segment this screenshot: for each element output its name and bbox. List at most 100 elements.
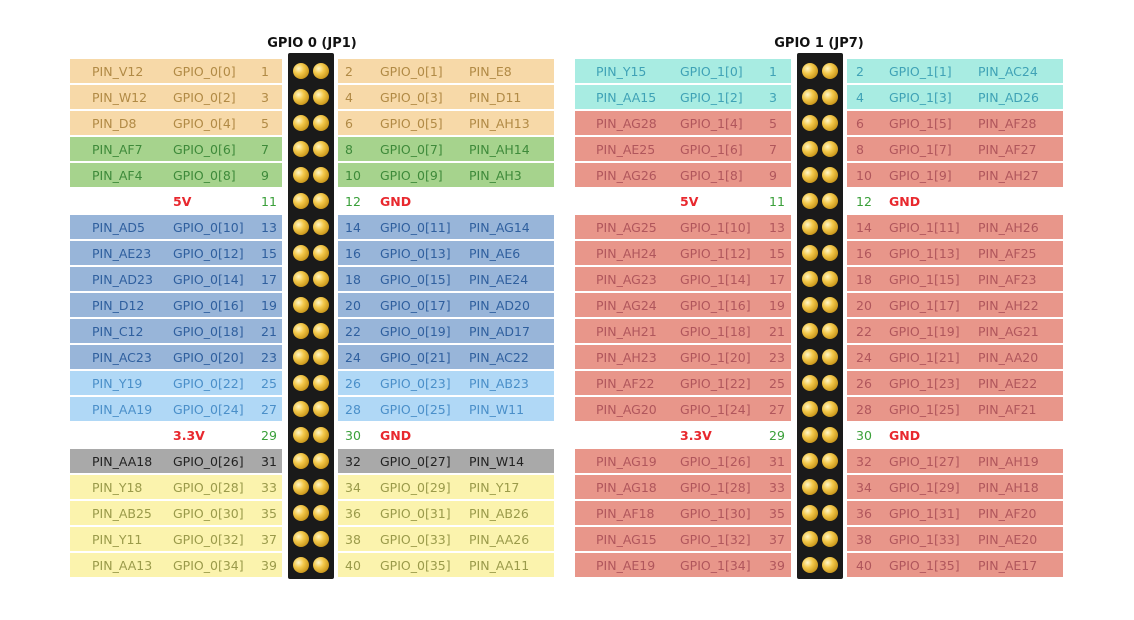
gpio0-right-row: 28 GPIO_0[25] PIN_W11: [338, 397, 554, 421]
gpio0-right-row: 16 GPIO_0[13] PIN_AE6: [338, 241, 554, 265]
gold-pin-icon: [293, 401, 309, 417]
gold-pin-icon: [313, 557, 329, 573]
gold-pin-icon: [313, 193, 329, 209]
pin-number: 1: [769, 64, 777, 79]
gold-pin-icon: [313, 427, 329, 443]
gpio1-left-row: PIN_AF18 GPIO_1[30] 35: [575, 501, 791, 525]
gold-pin-icon: [802, 297, 818, 313]
power-label: 3.3V: [680, 428, 712, 443]
pin-number: 12: [856, 194, 872, 209]
gpio-name: GPIO_0[0]: [173, 64, 236, 79]
pin-number: 17: [261, 272, 277, 287]
pin-number: 40: [345, 558, 361, 573]
gpio-name: GPIO_1[18]: [680, 324, 751, 339]
gold-pin-icon: [313, 323, 329, 339]
pin-name: PIN_D12: [92, 298, 145, 313]
gold-pin-icon: [313, 375, 329, 391]
gold-pin-icon: [802, 219, 818, 235]
gpio-name: GPIO_0[32]: [173, 532, 244, 547]
gold-pin-icon: [293, 115, 309, 131]
gpio0-header: GPIO 0 (JP1): [267, 36, 357, 51]
pin-name: PIN_AG26: [596, 168, 657, 183]
gpio-name: GPIO_1[9]: [889, 168, 952, 183]
gpio-name: GPIO_1[26]: [680, 454, 751, 469]
gold-pin-icon: [313, 297, 329, 313]
gpio-name: GPIO_0[6]: [173, 142, 236, 157]
gpio-name: GPIO_1[14]: [680, 272, 751, 287]
pin-number: 25: [769, 376, 785, 391]
gpio1-left-row: PIN_AG19 GPIO_1[26] 31: [575, 449, 791, 473]
gpio0-right-row: 8 GPIO_0[7] PIN_AH14: [338, 137, 554, 161]
pin-number: 40: [856, 558, 872, 573]
gold-pin-icon: [293, 453, 309, 469]
gold-pin-icon: [313, 63, 329, 79]
gold-pin-icon: [313, 453, 329, 469]
gpio0-right-row: 32 GPIO_0[27] PIN_W14: [338, 449, 554, 473]
gold-pin-icon: [313, 349, 329, 365]
pin-number: 17: [769, 272, 785, 287]
pin-number: 26: [345, 376, 361, 391]
pin-name: PIN_AG18: [596, 480, 657, 495]
gpio0-left-row: PIN_AC23 GPIO_0[20] 23: [70, 345, 282, 369]
pin-name: PIN_AC24: [978, 64, 1038, 79]
pin-name: PIN_AH3: [469, 168, 522, 183]
pin-number: 21: [769, 324, 785, 339]
gpio1-right-row: 22 GPIO_1[19] PIN_AG21: [847, 319, 1063, 343]
gold-pin-icon: [822, 505, 838, 521]
gold-pin-icon: [313, 271, 329, 287]
gold-pin-icon: [822, 453, 838, 469]
pin-name: PIN_AH13: [469, 116, 530, 131]
gpio0-right-row: 12 GND: [338, 189, 554, 213]
pin-name: PIN_AG19: [596, 454, 657, 469]
gold-pin-icon: [313, 141, 329, 157]
gold-pin-icon: [313, 89, 329, 105]
gold-pin-icon: [293, 219, 309, 235]
gpio-name: GPIO_1[15]: [889, 272, 960, 287]
gpio-name: GPIO_0[15]: [380, 272, 451, 287]
gpio1-left-row: PIN_AE25 GPIO_1[6] 7: [575, 137, 791, 161]
gpio0-right-row: 38 GPIO_0[33] PIN_AA26: [338, 527, 554, 551]
gold-pin-icon: [293, 63, 309, 79]
gpio-name: GPIO_1[25]: [889, 402, 960, 417]
pin-name: PIN_AC23: [92, 350, 152, 365]
pin-number: 15: [769, 246, 785, 261]
pin-number: 6: [345, 116, 353, 131]
gpio-name: GPIO_0[35]: [380, 558, 451, 573]
gpio-name: GPIO_0[23]: [380, 376, 451, 391]
pin-name: PIN_AE17: [978, 558, 1038, 573]
gold-pin-icon: [802, 167, 818, 183]
pin-name: PIN_AB23: [469, 376, 529, 391]
pin-number: 12: [345, 194, 361, 209]
pin-name: PIN_AE6: [469, 246, 521, 261]
gpio0-right-row: 34 GPIO_0[29] PIN_Y17: [338, 475, 554, 499]
gold-pin-icon: [802, 141, 818, 157]
gpio0-right-row: 40 GPIO_0[35] PIN_AA11: [338, 553, 554, 577]
gold-pin-icon: [802, 427, 818, 443]
pin-name: PIN_C12: [92, 324, 144, 339]
gpio0-left-row: 5V 11: [70, 189, 282, 213]
pin-name: PIN_AA26: [469, 532, 530, 547]
gpio-name: GPIO_0[28]: [173, 480, 244, 495]
gold-pin-icon: [822, 89, 838, 105]
pin-name: PIN_AB26: [469, 506, 529, 521]
gpio-name: GPIO_1[22]: [680, 376, 751, 391]
pin-name: PIN_AF4: [92, 168, 143, 183]
pin-number: 16: [345, 246, 361, 261]
pin-name: PIN_AF20: [978, 506, 1037, 521]
gold-pin-icon: [802, 115, 818, 131]
gold-pin-icon: [293, 375, 309, 391]
gold-pin-icon: [802, 557, 818, 573]
gold-pin-icon: [822, 141, 838, 157]
gold-pin-icon: [293, 193, 309, 209]
pin-number: 34: [856, 480, 872, 495]
gold-pin-icon: [313, 505, 329, 521]
pin-number: 15: [261, 246, 277, 261]
gold-pin-icon: [293, 89, 309, 105]
gold-pin-icon: [313, 531, 329, 547]
gold-pin-icon: [293, 557, 309, 573]
pin-name: PIN_W12: [92, 90, 148, 105]
gold-pin-icon: [313, 167, 329, 183]
gpio1-right-row: 12 GND: [847, 189, 1063, 213]
power-label: GND: [889, 428, 921, 443]
gold-pin-icon: [822, 297, 838, 313]
